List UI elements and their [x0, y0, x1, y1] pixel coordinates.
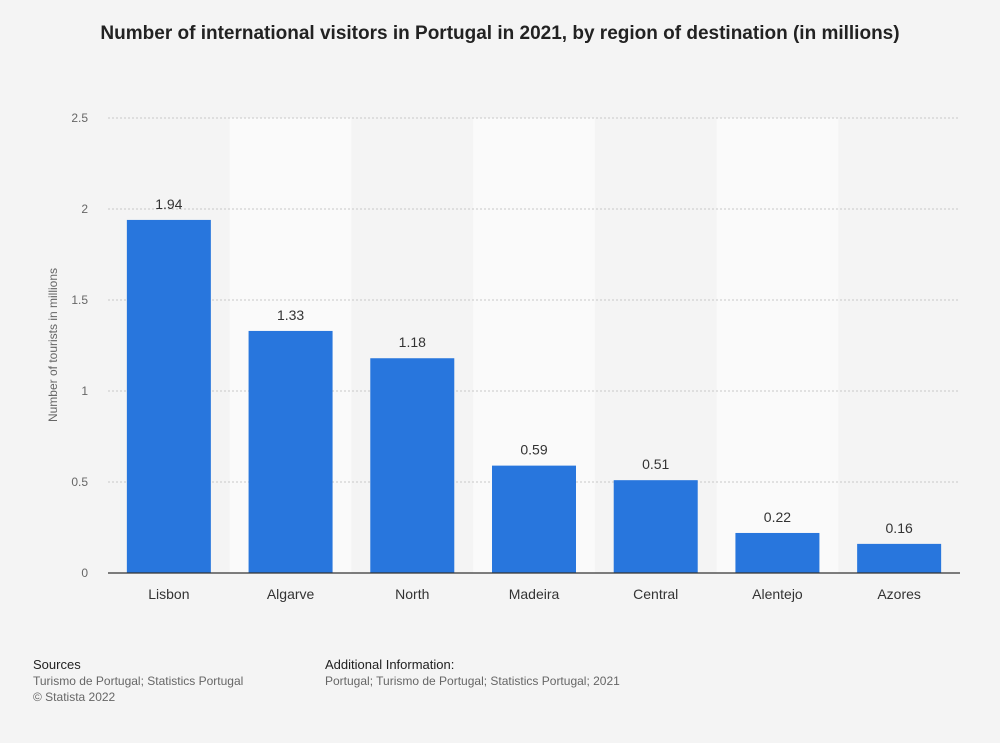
bar-alentejo: [735, 532, 820, 573]
y-tick-label: 1: [81, 384, 88, 398]
bar-algarve: [248, 330, 333, 573]
y-tick-label: 2.5: [71, 111, 88, 125]
y-axis-title: Number of tourists in millions: [46, 268, 60, 422]
bar-madeira: [492, 465, 576, 573]
chart-title: Number of international visitors in Port…: [100, 23, 900, 44]
x-tick-label: North: [395, 586, 429, 602]
bar-azores: [857, 543, 942, 573]
data-label: 0.59: [520, 442, 547, 458]
x-tick-label: Algarve: [267, 586, 315, 602]
y-tick-label: 2: [81, 202, 88, 216]
y-tick-label: 0: [81, 566, 88, 580]
x-tick-label: Madeira: [509, 586, 560, 602]
bar-central: [613, 480, 698, 573]
x-tick-label: Alentejo: [752, 586, 803, 602]
additional-info-section: Additional Information: Portugal; Turism…: [325, 657, 620, 689]
data-label: 1.94: [155, 196, 182, 212]
sources-text[interactable]: Turismo de Portugal; Statistics Portugal: [33, 674, 244, 688]
data-label: 0.22: [764, 509, 791, 525]
sources-section: Sources Turismo de Portugal; Statistics …: [33, 657, 243, 705]
y-tick-label: 0.5: [71, 475, 88, 489]
bar-chart: 00.511.522.51.94Lisbon1.33Algarve1.18Nor…: [46, 111, 960, 602]
y-tick-label: 1.5: [71, 293, 88, 307]
category-band: [716, 118, 839, 573]
data-label: 1.18: [399, 334, 426, 350]
additional-info-text: Portugal; Turismo de Portugal; Statistic…: [325, 674, 620, 688]
data-label: 1.33: [277, 307, 304, 323]
sources-heading: Sources: [33, 657, 81, 672]
data-label: 0.51: [642, 456, 669, 472]
data-label: 0.16: [886, 520, 913, 536]
additional-info-heading: Additional Information:: [325, 657, 455, 672]
x-tick-label: Azores: [877, 586, 921, 602]
bar-north: [370, 358, 455, 573]
x-tick-label: Central: [633, 586, 678, 602]
bar-lisbon: [126, 219, 211, 574]
x-tick-label: Lisbon: [148, 586, 189, 602]
copyright-text: © Statista 2022: [33, 690, 116, 704]
